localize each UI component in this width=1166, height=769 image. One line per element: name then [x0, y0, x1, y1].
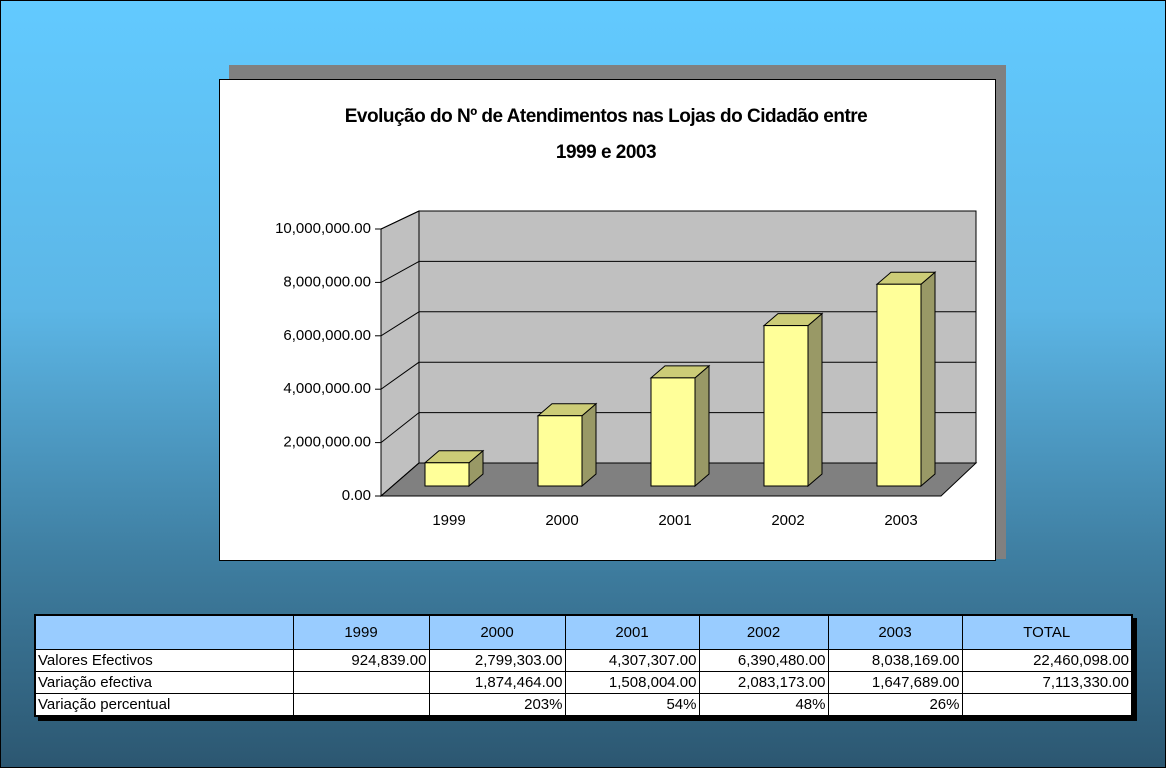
- grid-line-side: [380, 210, 420, 230]
- table-cell: 48%: [698, 693, 829, 717]
- table-cell: 1,508,004.00: [564, 671, 700, 694]
- table-cell: 22,460,098.00: [961, 649, 1133, 672]
- bar: [424, 462, 470, 487]
- table-cell: 2,083,173.00: [698, 671, 829, 694]
- table-cell: [292, 671, 430, 694]
- y-tick-label: 8,000,000.00: [283, 273, 371, 290]
- chart-title: Evolução do Nº de Atendimentos nas Lojas…: [344, 106, 868, 163]
- table-cell: 26%: [827, 693, 963, 717]
- table-cell: 54%: [564, 693, 700, 717]
- table-cell: 7,113,330.00: [961, 671, 1133, 694]
- table-cell: 2003: [827, 614, 963, 650]
- table-cell: 203%: [428, 693, 566, 717]
- table-cell: 2000: [428, 614, 566, 650]
- table-cell: Variação efectiva: [34, 671, 294, 694]
- x-tick-label: 1999: [432, 512, 465, 529]
- table-row: Variação efectiva 1,874,464.00 1,508,004.0…: [34, 671, 1133, 694]
- x-tick-label: 2003: [884, 512, 917, 529]
- table-cell: [34, 614, 294, 650]
- bar-side: [581, 402, 597, 488]
- bar-side: [920, 271, 936, 488]
- bar: [763, 325, 809, 487]
- grid-line-side: [380, 361, 420, 390]
- y-tick-label: 0.00: [342, 487, 371, 504]
- data-table: 1999 2000 2001 2002 2003 TOTAL Valores Efectiv…: [34, 614, 1133, 717]
- side-wall: [380, 210, 420, 498]
- table-row: Valores Efectivos 924,839.00 2,799,303.00 4…: [34, 649, 1133, 672]
- x-tick-label: 2002: [771, 512, 804, 529]
- table-cell: Variação percentual: [34, 693, 294, 717]
- table-cell: [292, 693, 430, 717]
- y-tick-label: 6,000,000.00: [283, 327, 371, 344]
- grid-line-side: [380, 462, 420, 497]
- y-tick-label: 10,000,000.00: [275, 220, 371, 237]
- bar: [876, 283, 922, 487]
- table-cell: [961, 693, 1133, 717]
- table-cell: 1,874,464.00: [428, 671, 566, 694]
- table-row: 1999 2000 2001 2002 2003 TOTAL: [34, 614, 1133, 650]
- table-cell: 1999: [292, 614, 430, 650]
- bar-side: [694, 364, 710, 488]
- table-cell: 4,307,307.00: [564, 649, 700, 672]
- x-tick-label: 2000: [545, 512, 578, 529]
- bar: [650, 377, 696, 487]
- table-cell: Valores Efectivos: [34, 649, 294, 672]
- table-cell: 6,390,480.00: [698, 649, 829, 672]
- grid-line-side: [380, 412, 420, 443]
- x-tick-label: 2001: [658, 512, 691, 529]
- bar: [537, 415, 583, 487]
- table-row: Variação percentual 203% 54% 48% 26%: [34, 693, 1133, 717]
- table-cell: TOTAL: [961, 614, 1133, 650]
- grid-line-side: [380, 311, 420, 337]
- bar-side: [807, 312, 823, 488]
- table-cell: 8,038,169.00: [827, 649, 963, 672]
- y-tick-label: 4,000,000.00: [283, 380, 371, 397]
- table-cell: 924,839.00: [292, 649, 430, 672]
- table-cell: 2001: [564, 614, 700, 650]
- table-cell: 2,799,303.00: [428, 649, 566, 672]
- y-tick-label: 2,000,000.00: [283, 434, 371, 451]
- grid-line-side: [380, 260, 420, 283]
- table-cell: 2002: [698, 614, 829, 650]
- table-cell: 1,647,689.00: [827, 671, 963, 694]
